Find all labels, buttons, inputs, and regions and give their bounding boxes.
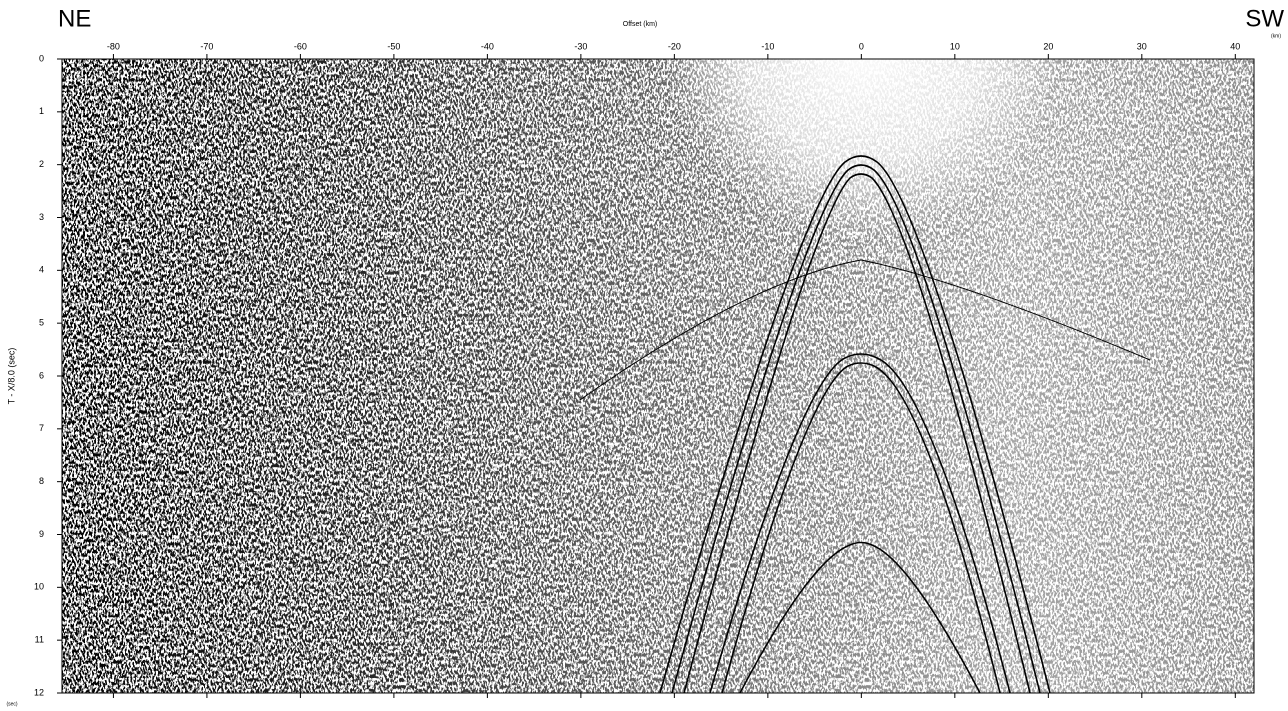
y-tick-label: 11	[35, 635, 44, 645]
x-unit: (km)	[1271, 33, 1281, 39]
y-unit: (sec)	[6, 701, 17, 707]
x-tick-label: 0	[859, 41, 864, 51]
x-tick-label: -40	[481, 41, 494, 51]
y-tick-label: 12	[34, 687, 44, 697]
title-left: NE	[58, 5, 91, 32]
x-tick-label: 30	[1137, 41, 1147, 51]
title-right: SW	[1245, 5, 1284, 32]
x-axis-label: Offset (km)	[623, 21, 657, 28]
x-tick-label: -10	[761, 41, 774, 51]
x-tick-label: -20	[668, 41, 681, 51]
x-tick-label: -80	[107, 41, 120, 51]
y-tick-label: 0	[39, 53, 44, 63]
x-tick-label: 40	[1230, 41, 1240, 51]
y-axis-label: T - X/8.0 (sec)	[6, 348, 16, 405]
y-tick-label: 3	[39, 212, 44, 222]
y-tick-label: 4	[39, 265, 44, 275]
y-tick-label: 5	[39, 318, 44, 328]
y-tick-label: 7	[39, 423, 44, 433]
y-tick-label: 2	[39, 159, 44, 169]
x-tick-label: 10	[950, 41, 960, 51]
y-tick-label: 10	[34, 582, 44, 592]
y-tick-label: 8	[39, 476, 44, 486]
x-tick-label: 20	[1043, 41, 1053, 51]
x-tick-label: -70	[200, 41, 213, 51]
y-tick-label: 9	[39, 529, 44, 539]
x-tick-label: -30	[574, 41, 587, 51]
x-tick-label: -60	[294, 41, 307, 51]
y-tick-label: 1	[39, 106, 44, 116]
x-tick-label: -50	[387, 41, 400, 51]
seismic-image	[62, 59, 1254, 693]
y-tick-label: 6	[39, 370, 44, 380]
